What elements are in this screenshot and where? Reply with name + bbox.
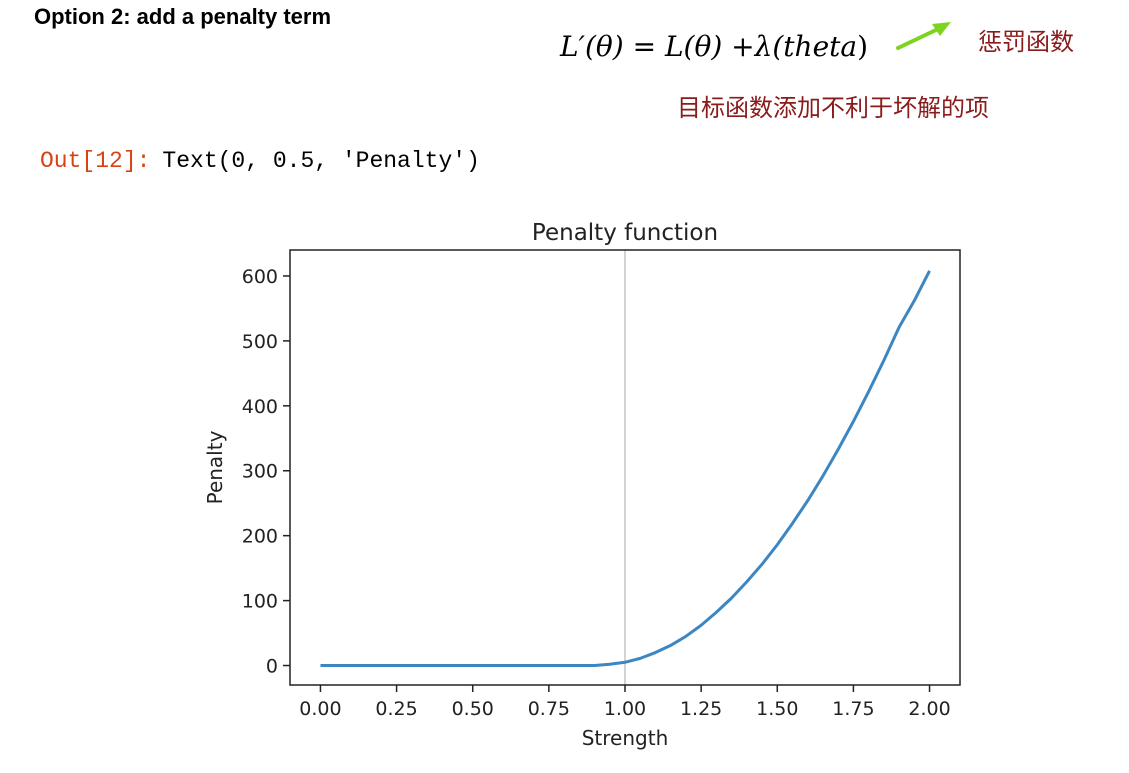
formula-rhs2-suffix: )	[857, 30, 869, 63]
x-tick-label: 1.50	[756, 698, 798, 720]
y-axis-label: Penalty	[203, 430, 227, 504]
x-tick-label: 0.75	[528, 698, 570, 720]
series-line-0	[320, 270, 931, 668]
x-axis-label: Strength	[582, 726, 669, 750]
green-arrow-icon	[896, 22, 951, 50]
y-tick-label: 600	[242, 266, 278, 288]
y-tick-label: 500	[242, 331, 278, 353]
y-tick-label: 100	[242, 591, 278, 613]
x-tick-label: 0.00	[299, 698, 341, 720]
chart-title: Penalty function	[532, 220, 718, 246]
x-tick-label: 1.00	[604, 698, 646, 720]
x-tick-label: 0.50	[452, 698, 494, 720]
formula-rhs1: L(θ)	[664, 30, 723, 63]
x-tick-label: 1.75	[832, 698, 874, 720]
objective-annotation: 目标函数添加不利于坏解的项	[677, 94, 989, 122]
formula-plus: +	[731, 30, 755, 63]
x-tick-label: 2.00	[908, 698, 950, 720]
formula-lhs: L′(θ)	[560, 30, 624, 63]
x-tick-label: 1.25	[680, 698, 722, 720]
output-prompt: Out[12]:	[40, 148, 151, 174]
formula-rhs2-var: theta	[783, 30, 858, 63]
penalty-chart: Penalty function 0.00 0.25 0.50 0.75 1.00 1.25…	[203, 220, 961, 750]
penalty-formula: L′(θ) = L(θ) +λ(theta)	[560, 30, 868, 63]
y-tick-label: 0	[266, 656, 278, 678]
page-heading: Option 2: add a penalty term	[34, 4, 332, 29]
output-value: Text(0, 0.5, 'Penalty')	[162, 148, 480, 174]
penalty-function-annotation: 惩罚函数	[978, 28, 1074, 56]
y-tick-label: 300	[242, 461, 278, 483]
output-cell: Out[12]: Text(0, 0.5, 'Penalty')	[40, 148, 480, 174]
formula-rhs2-prefix: λ(	[754, 30, 784, 63]
y-tick-label: 200	[242, 526, 278, 548]
y-tick-label: 400	[242, 396, 278, 418]
x-tick-label: 0.25	[375, 698, 417, 720]
formula-equals: =	[632, 30, 657, 63]
